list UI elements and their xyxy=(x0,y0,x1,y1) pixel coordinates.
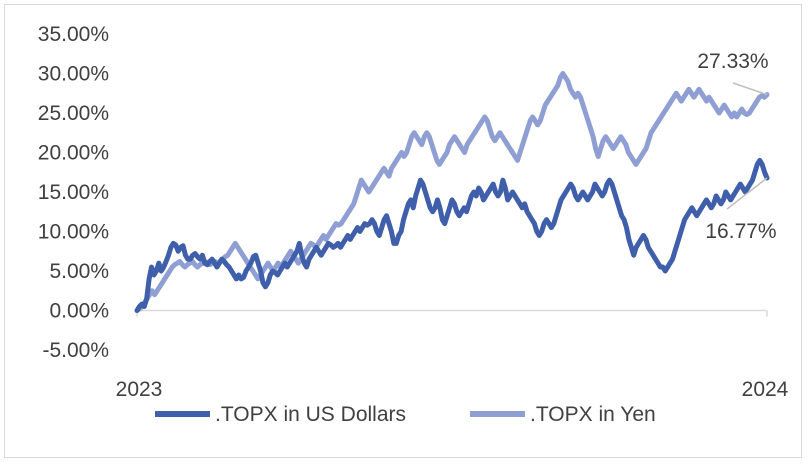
y-tick-label: 10.00% xyxy=(38,221,109,244)
legend-label-1: .TOPX in Yen xyxy=(530,403,656,426)
y-axis: 35.00% 30.00% 25.00% 20.00% 15.00% 10.00% 5.00… xyxy=(38,23,109,362)
annotations: 27.33% 16.77% xyxy=(697,50,776,243)
annotation-label: 16.77% xyxy=(705,220,776,243)
y-tick-label: 5.00% xyxy=(49,260,109,283)
annotation-leader xyxy=(732,82,768,96)
y-tick-label: 15.00% xyxy=(38,181,109,204)
y-tick-label: 25.00% xyxy=(38,102,109,125)
x-tick-label-start: 2023 xyxy=(116,378,163,401)
legend-label-0: .TOPX in US Dollars xyxy=(215,403,406,426)
y-tick-label: 0.00% xyxy=(49,300,109,323)
annotation-leader xyxy=(726,177,768,210)
y-tick-label: -5.00% xyxy=(42,339,109,362)
annotation-label: 27.33% xyxy=(697,50,768,73)
series-line-0 xyxy=(134,157,770,313)
x-axis-ticks: 2023 2024 xyxy=(116,310,789,401)
line-chart: 35.00% 30.00% 25.00% 20.00% 15.00% 10.00% 5.00… xyxy=(38,23,789,426)
legend: .TOPX in US Dollars .TOPX in Yen xyxy=(155,403,656,426)
y-tick-label: 20.00% xyxy=(38,142,109,165)
series-line-1 xyxy=(134,71,770,313)
y-tick-label: 35.00% xyxy=(38,23,109,46)
x-tick-label-end: 2024 xyxy=(742,378,789,401)
series-group xyxy=(134,71,770,313)
chart-container: 35.00% 30.00% 25.00% 20.00% 15.00% 10.00% 5.00… xyxy=(4,4,802,458)
y-tick-label: 30.00% xyxy=(38,63,109,86)
